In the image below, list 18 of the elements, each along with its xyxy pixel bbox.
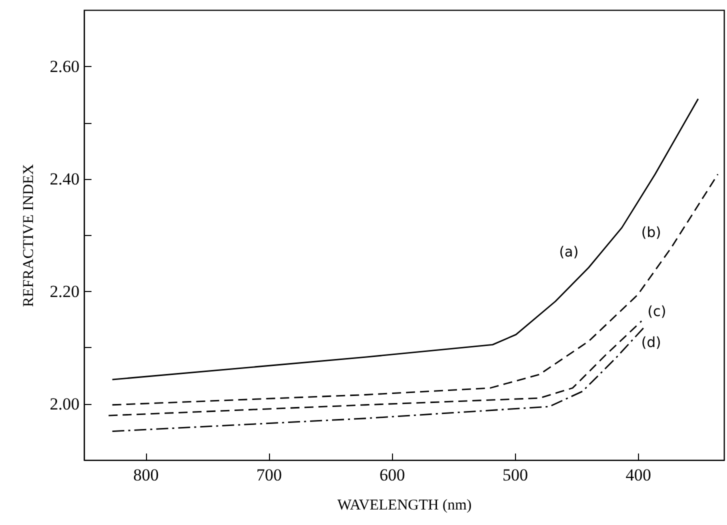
annotation: (c) (648, 304, 666, 320)
x-tick-label: 800 (133, 466, 159, 484)
y-tick-label: 2.40 (50, 169, 80, 188)
line-series (112, 174, 719, 406)
annotation: (d) (641, 335, 662, 352)
line-series (112, 98, 699, 380)
line-series (108, 320, 642, 416)
x-tick-label: 500 (502, 466, 528, 484)
x-axis-title: WAVELENGTH (nm) (337, 498, 472, 514)
annotation: (b) (641, 224, 662, 241)
y-tick-label: 2.20 (50, 282, 80, 301)
y-tick-label: 2.60 (50, 56, 80, 76)
x-tick-label: 400 (626, 466, 652, 484)
y-axis-title: REFRACTIVE INDEX (20, 164, 37, 307)
annotation: (a) (559, 244, 579, 261)
x-tick-label: 700 (256, 466, 282, 484)
y-tick-label: 2.00 (50, 394, 80, 414)
x-tick-label: 600 (379, 466, 405, 484)
